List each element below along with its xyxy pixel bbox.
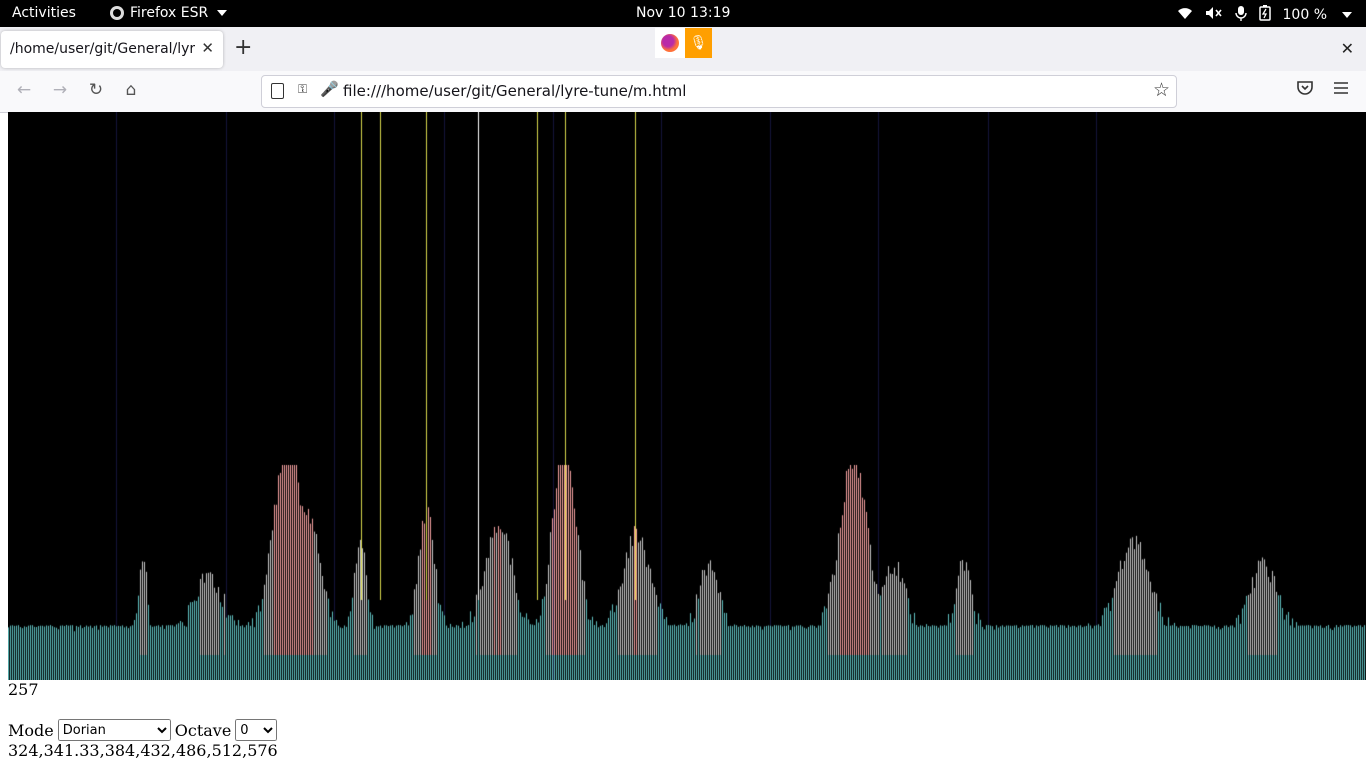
forward-button[interactable]: → [52, 80, 68, 100]
octave-label: Octave [174, 720, 232, 740]
spectrum-canvas [8, 112, 1366, 680]
navigation-bar: ← → ↻ ⌂ ⚿ 🎤 file:///home/user/git/Genera… [0, 71, 1366, 113]
close-window-button[interactable]: ✕ [1340, 39, 1354, 58]
menu-icon[interactable] [1333, 80, 1349, 100]
tab-strip: /home/user/git/General/lyre-tune/m.html … [0, 27, 1366, 72]
app-menu-label: Firefox ESR [130, 5, 209, 21]
url-bar[interactable]: ⚿ 🎤 file:///home/user/git/General/lyre-t… [261, 75, 1177, 108]
url-text[interactable]: file:///home/user/git/General/lyre-tune/… [343, 82, 687, 100]
close-tab-icon[interactable]: ✕ [201, 39, 214, 57]
frequency-list: 324,341.33,384,432,486,512,576 [8, 741, 278, 760]
chevron-down-icon [217, 10, 228, 16]
microphone-icon: 🎙 [685, 28, 712, 58]
activities-button[interactable]: Activities [12, 5, 76, 21]
reload-button[interactable]: ↻ [88, 80, 104, 100]
page-icon [271, 83, 284, 99]
system-top-bar: Activities Firefox ESR Nov 10 13:19 100 … [0, 0, 1366, 27]
sharing-indicator[interactable]: 🎙 [655, 28, 712, 58]
bookmark-star-icon[interactable]: ☆ [1152, 79, 1170, 101]
speaker-muted-icon [1205, 6, 1223, 24]
battery-icon [1258, 5, 1271, 25]
home-button[interactable]: ⌂ [125, 80, 137, 100]
octave-select[interactable]: 0 [235, 719, 278, 741]
permissions-icon[interactable]: ⚿ [298, 82, 308, 96]
battery-percent: 100 % [1282, 7, 1327, 23]
status-menu[interactable]: 100 % [1177, 5, 1352, 25]
mode-select[interactable]: Dorian [57, 719, 171, 741]
firefox-icon [110, 6, 124, 20]
chevron-down-icon [1342, 12, 1352, 18]
wifi-icon [1177, 6, 1193, 24]
clock[interactable]: Nov 10 13:19 [636, 5, 731, 21]
peak-bin-readout: 257 [8, 680, 39, 699]
app-menu[interactable]: Firefox ESR [110, 5, 228, 21]
firefox-icon [655, 28, 685, 58]
controls-row: Mode Dorian Octave 0 [8, 719, 278, 741]
mode-label: Mode [8, 720, 54, 740]
microphone-icon [1234, 5, 1247, 25]
tab-title: /home/user/git/General/lyre-tune/m.html [10, 41, 195, 57]
new-tab-button[interactable]: + [234, 35, 253, 60]
back-button[interactable]: ← [16, 80, 32, 100]
tab-active[interactable]: /home/user/git/General/lyre-tune/m.html … [1, 31, 223, 68]
pocket-icon[interactable] [1296, 80, 1314, 101]
microphone-permission-icon[interactable]: 🎤 [320, 80, 339, 98]
